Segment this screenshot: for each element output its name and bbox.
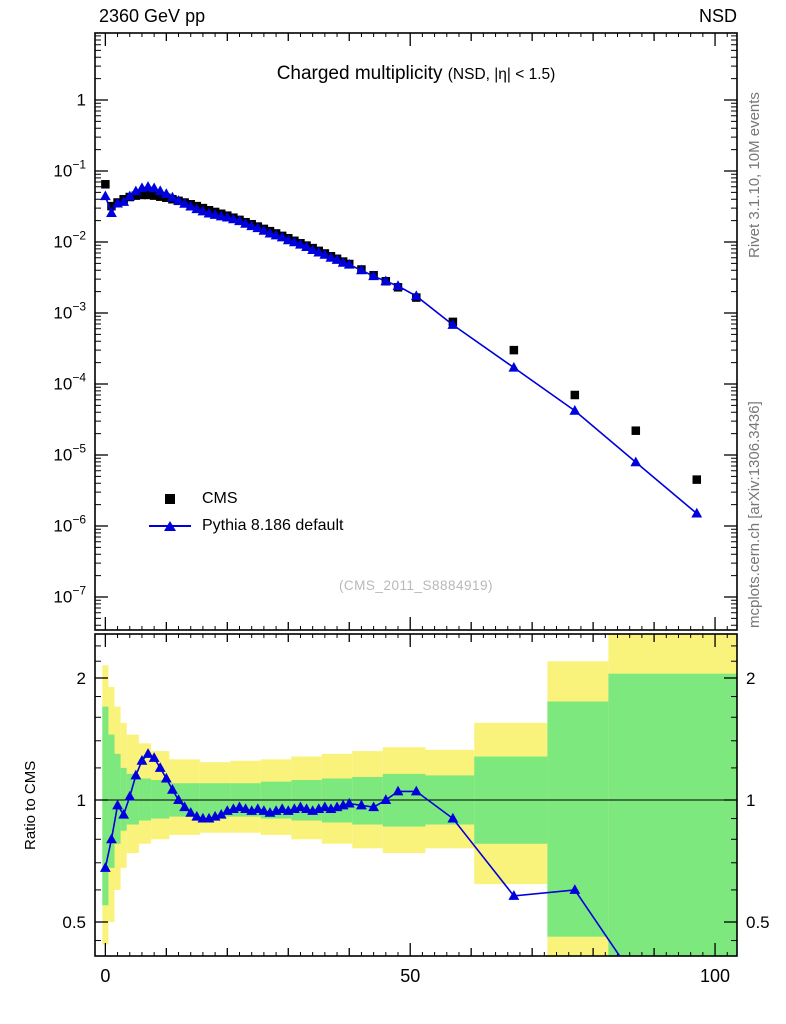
pythia-triangle-marker-icon	[146, 518, 194, 534]
ratio-axis-label: Ratio to CMS	[22, 760, 39, 850]
main-panel-frame	[94, 32, 738, 631]
ratio-curve	[99, 748, 621, 956]
svg-text:10−1: 10−1	[53, 158, 86, 181]
axis-ticks	[95, 33, 737, 956]
cms-square-marker-icon	[146, 491, 194, 507]
rivet-version-note: Rivet 3.1.10, 10M events	[746, 92, 763, 258]
axis-tick-labels: 1 10−1 10−2 10−3 10−4 10−5 10−6 10−7 0.5 0.5 1 1 2 2 0…	[53, 91, 769, 987]
svg-text:50: 50	[400, 966, 420, 986]
cms-data-points	[101, 180, 702, 484]
svg-text:2: 2	[77, 669, 86, 688]
analysis-id-watermark: (CMS_2011_S8884919)	[338, 578, 494, 593]
svg-text:10−7: 10−7	[53, 584, 86, 607]
svg-text:0.5: 0.5	[746, 913, 770, 932]
main-panel-series	[99, 180, 703, 518]
svg-text:10−4: 10−4	[53, 371, 86, 394]
plot-title-main: Charged multiplicity	[276, 63, 443, 84]
legend-item-pythia: Pythia 8.186 default	[146, 512, 343, 539]
plot-title-sub: (NSD, |η| < 1.5)	[447, 66, 556, 83]
svg-text:1: 1	[746, 791, 755, 810]
ratio-panel-frame	[94, 633, 738, 957]
mcplots-reference-note: mcplots.cern.ch [arXiv:1306.3436]	[746, 401, 763, 628]
legend-label-cms: CMS	[202, 489, 238, 507]
svg-text:1: 1	[77, 791, 86, 810]
svg-text:2: 2	[746, 669, 755, 688]
svg-text:100: 100	[700, 966, 730, 986]
svg-text:0: 0	[100, 966, 110, 986]
legend-item-cms: CMS	[146, 485, 343, 512]
svg-text:10−6: 10−6	[53, 513, 86, 536]
legend-label-pythia: Pythia 8.186 default	[202, 516, 344, 534]
plot-title: Charged multiplicity (NSD, |η| < 1.5)	[95, 63, 737, 85]
svg-text:10−3: 10−3	[53, 300, 86, 323]
svg-text:0.5: 0.5	[62, 913, 86, 932]
legend: CMS Pythia 8.186 default	[146, 485, 343, 539]
observable-class-label: NSD	[698, 6, 737, 26]
uncertainty-bands	[102, 634, 737, 956]
pythia-curve	[99, 181, 703, 518]
beam-energy-label: 2360 GeV pp	[99, 6, 206, 26]
svg-text:10−5: 10−5	[53, 442, 86, 465]
svg-text:10−2: 10−2	[53, 229, 86, 252]
svg-text:1: 1	[77, 91, 86, 110]
